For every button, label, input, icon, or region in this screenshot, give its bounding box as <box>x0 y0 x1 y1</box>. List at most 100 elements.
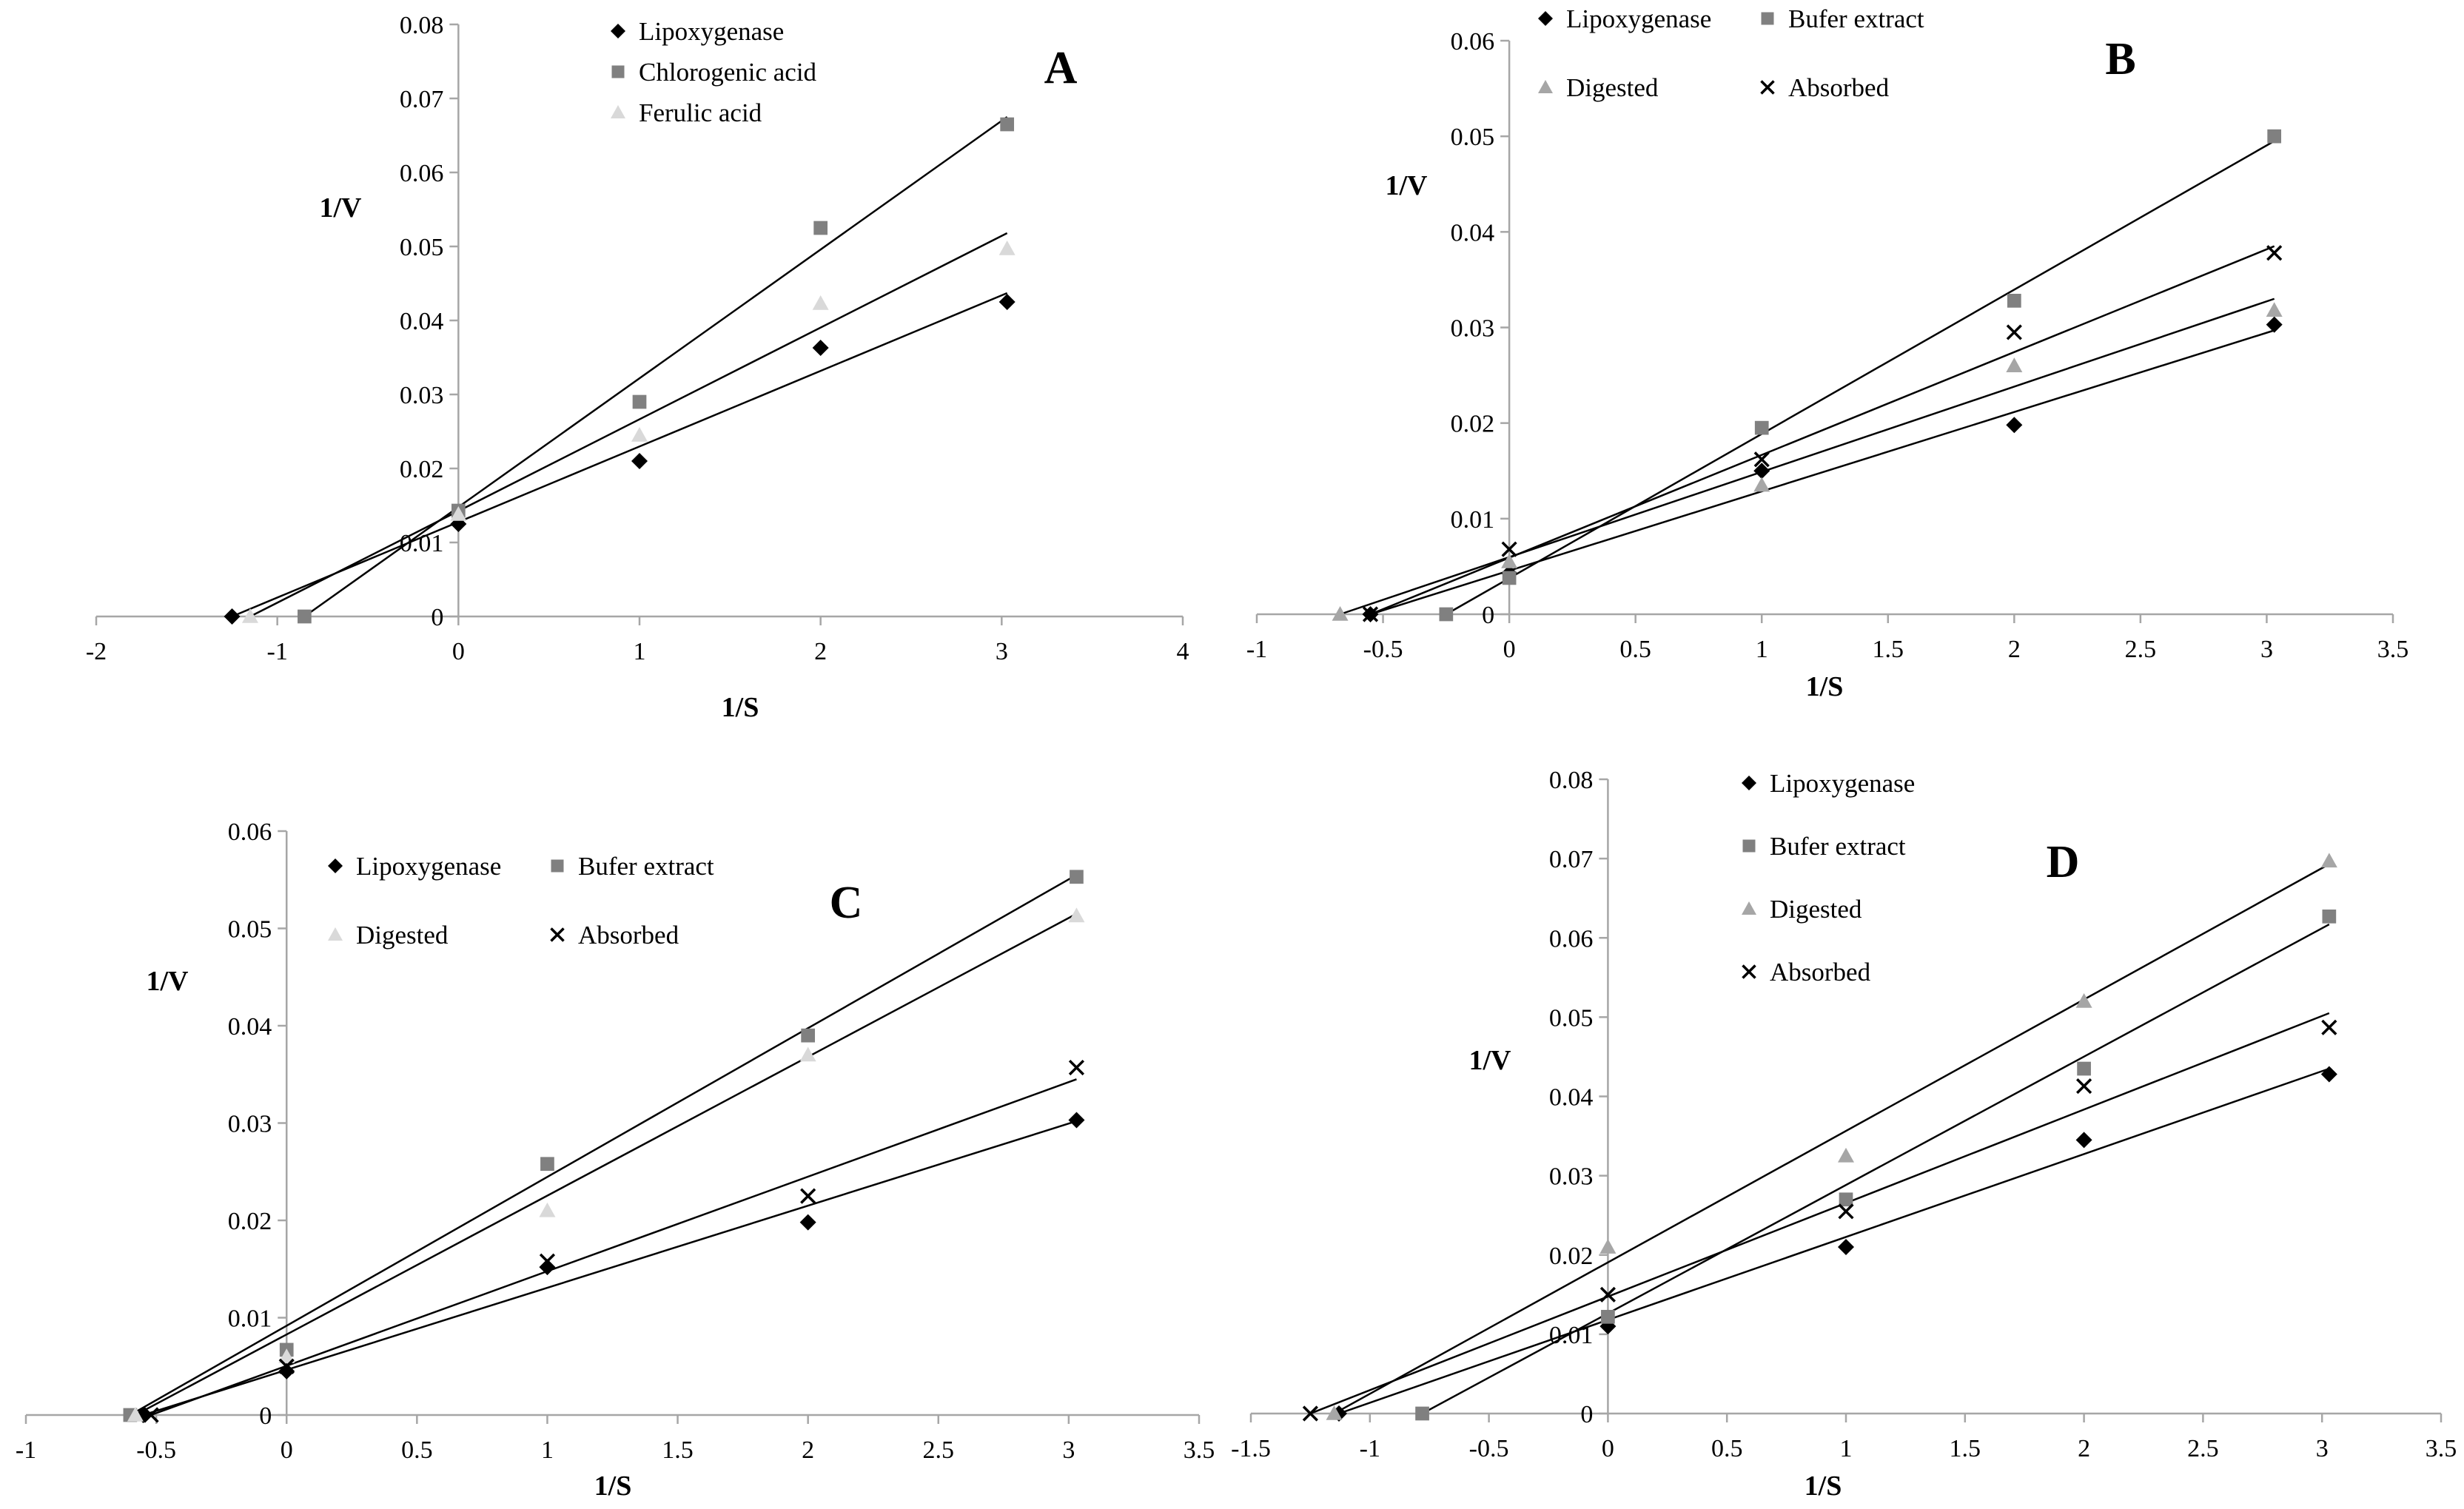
trend-line <box>249 232 1008 618</box>
trend-line <box>303 115 1008 618</box>
x-tick-label: 3.5 <box>2377 636 2409 663</box>
y-tick-label: 0.04 <box>1549 1084 1594 1112</box>
y-tick-label: 0.03 <box>1451 315 1495 343</box>
legend-marker <box>1742 839 1756 853</box>
data-point <box>2077 1061 2091 1076</box>
data-point <box>2076 1078 2092 1095</box>
trend-line <box>135 913 1078 1416</box>
data-point <box>1838 1147 1854 1163</box>
x-tick-label: 3.5 <box>1184 1436 1215 1464</box>
data-point <box>1326 1405 1343 1420</box>
data-point <box>224 608 241 625</box>
legend-label: Bufer extract <box>1770 832 1906 861</box>
legend-label: Lipoxygenase <box>1770 769 1915 798</box>
legend-marker <box>1538 80 1553 93</box>
x-tick-label: -1 <box>1246 636 1267 663</box>
data-point <box>539 1202 556 1217</box>
x-tick-label: 0.5 <box>401 1436 433 1464</box>
y-tick-label: 0.01 <box>1451 506 1495 534</box>
data-point <box>799 1214 816 1231</box>
legend-marker <box>611 65 625 78</box>
legend-label: Digested <box>356 921 449 950</box>
y-tick-label: 0 <box>1580 1401 1593 1428</box>
trend-line <box>1446 140 2275 616</box>
x-tick-label: 1.5 <box>1950 1435 1981 1462</box>
legend-label: Ferulic acid <box>639 98 762 127</box>
y-tick-label: 0.03 <box>400 382 444 409</box>
data-point <box>1838 1203 1854 1220</box>
data-point <box>2075 992 2092 1008</box>
data-point <box>278 1362 295 1379</box>
x-tick-label: 0 <box>1602 1435 1614 1462</box>
y-tick-label: 0.06 <box>400 160 444 187</box>
legend-marker <box>1761 12 1774 25</box>
data-point <box>1754 420 1769 435</box>
data-point <box>2007 293 2021 308</box>
data-point <box>241 608 258 623</box>
y-tick-label: 0 <box>431 604 443 631</box>
data-point <box>1753 463 1770 480</box>
data-point <box>1439 607 1454 622</box>
y-tick-label: 0.03 <box>228 1111 272 1138</box>
data-point <box>2322 909 2337 924</box>
x-axis-title: 1/S <box>722 692 759 723</box>
x-tick-label: 3.5 <box>2426 1435 2457 1462</box>
panel-label: C <box>830 878 863 928</box>
data-point <box>813 221 828 235</box>
y-tick-label: 0.05 <box>400 234 444 261</box>
data-point <box>1502 571 1517 585</box>
y-tick-label: 0.05 <box>1549 1004 1594 1032</box>
data-point <box>1501 553 1518 568</box>
legend-marker <box>1742 964 1756 979</box>
x-tick-label: -1 <box>1360 1435 1380 1462</box>
data-point <box>1068 1059 1085 1076</box>
x-tick-label: 2 <box>802 1436 814 1464</box>
legend-label: Bufer extract <box>578 852 714 881</box>
legend-label: Lipoxygenase <box>639 17 784 46</box>
y-tick-label: 0.04 <box>1451 219 1495 246</box>
x-tick-label: 1 <box>1756 636 1768 663</box>
panel-label: D <box>2047 837 2080 887</box>
x-tick-label: -1 <box>16 1436 36 1464</box>
data-point <box>278 1358 295 1374</box>
data-point <box>298 609 312 624</box>
data-point <box>631 453 648 469</box>
data-point <box>1601 1309 1615 1324</box>
data-point <box>127 1407 144 1422</box>
x-tick-label: -1 <box>267 638 288 665</box>
y-tick-label: 0.08 <box>1549 767 1594 794</box>
legend-marker <box>328 927 343 941</box>
trend-line <box>1338 1067 2330 1415</box>
data-point <box>450 506 467 521</box>
legend-marker <box>328 858 343 873</box>
legend-marker <box>550 927 565 942</box>
data-point <box>2266 245 2283 261</box>
panel-label: A <box>1044 43 1078 93</box>
y-tick-label: 0 <box>1482 602 1494 629</box>
trend-line <box>1340 298 2275 616</box>
y-tick-label: 0.08 <box>400 12 444 39</box>
x-tick-label: 0 <box>1503 636 1516 663</box>
y-tick-label: 0.04 <box>228 1013 272 1041</box>
data-point <box>812 295 829 310</box>
data-point <box>1838 1239 1854 1256</box>
y-tick-label: 0.02 <box>1451 411 1495 438</box>
x-tick-label: 0 <box>281 1436 293 1464</box>
x-axis-title: 1/S <box>594 1471 632 1502</box>
trend-line <box>150 1078 1077 1416</box>
data-point <box>632 394 647 409</box>
data-point <box>2320 853 2337 868</box>
y-tick-label: 0.05 <box>228 916 272 944</box>
data-point <box>2006 417 2023 434</box>
y-tick-label: 0.02 <box>228 1208 272 1235</box>
y-axis-title: 1/V <box>1469 1045 1512 1076</box>
data-point <box>1302 1405 1318 1422</box>
y-tick-label: 0 <box>259 1402 272 1430</box>
panel-c: -1 -0.5 0 0.5 1 1.5 2 2.5 3 3.5 0 0.01 0.02 0.03 0.04 0… <box>16 819 1215 1502</box>
data-point <box>1415 1406 1429 1421</box>
data-point <box>1068 1112 1085 1129</box>
data-point <box>1070 870 1084 884</box>
x-tick-label: 0 <box>452 638 465 665</box>
x-tick-label: 3 <box>996 638 1008 665</box>
y-tick-label: 0.04 <box>400 308 444 335</box>
